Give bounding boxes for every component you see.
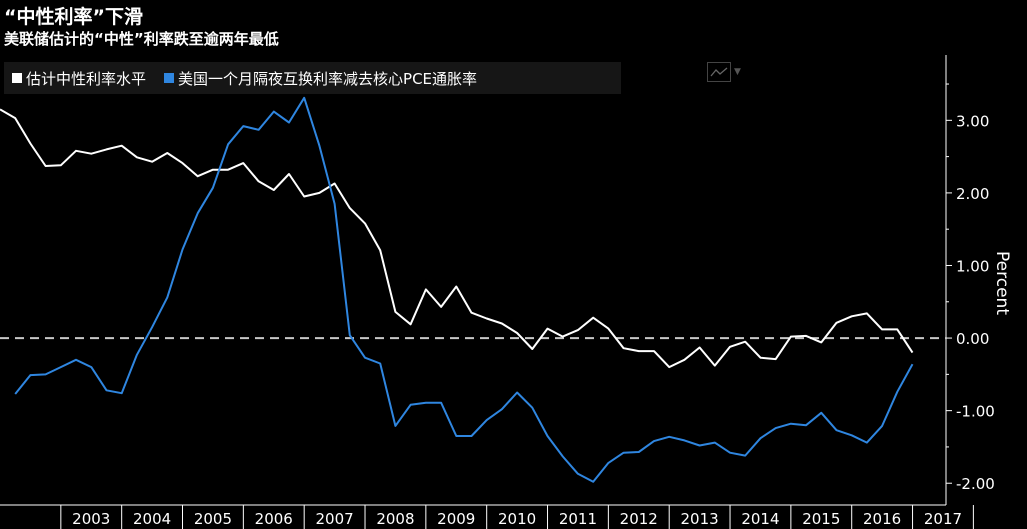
y-tick-label: 3.00 — [956, 112, 989, 130]
legend-swatch-neutral-rate — [12, 73, 22, 83]
x-tick-label: 2010 — [498, 510, 536, 528]
x-tick-label: 2011 — [559, 510, 597, 528]
x-tick-label: 2016 — [863, 510, 901, 528]
legend-label-ois-minus-pce: 美国一个月隔夜互换利率减去核心PCE通胀率 — [178, 69, 478, 88]
legend-item-ois-minus-pce: 美国一个月隔夜互换利率减去核心PCE通胀率 — [164, 68, 477, 89]
x-tick-label: 2013 — [681, 510, 719, 528]
x-tick-label: 2008 — [376, 510, 414, 528]
x-tick-label: 2009 — [437, 510, 475, 528]
y-tick-label: -1.00 — [956, 403, 995, 421]
x-tick-label: 2007 — [316, 510, 354, 528]
x-tick-label: 2003 — [72, 510, 110, 528]
x-tick-label: 2006 — [255, 510, 293, 528]
legend-item-neutral-rate: 估计中性利率水平 — [12, 68, 146, 89]
series-line-ois-minus-pce — [14, 96, 914, 483]
chart-title: “中性利率”下滑 — [4, 6, 143, 28]
x-tick-label: 2004 — [133, 510, 171, 528]
chart-legend: 估计中性利率水平 美国一个月隔夜互换利率减去核心PCE通胀率 — [4, 62, 621, 94]
legend-swatch-ois-minus-pce — [164, 73, 175, 83]
chart-type-button[interactable]: ▼ — [707, 59, 749, 85]
legend-label-neutral-rate: 估计中性利率水平 — [26, 69, 147, 88]
x-tick-label: 2015 — [802, 510, 840, 528]
y-tick-label: 1.00 — [956, 257, 989, 275]
chevron-down-icon: ▼ — [734, 67, 741, 77]
x-tick-label: 2012 — [620, 510, 658, 528]
line-chart-icon — [707, 62, 731, 82]
x-tick-label: 2005 — [194, 510, 232, 528]
series-line-neutral-rate — [0, 108, 914, 369]
chart-subtitle: 美联储估计的“中性”利率跌至逾两年最低 — [4, 30, 279, 48]
x-tick-label: 2017 — [924, 510, 962, 528]
y-tick-label: 0.00 — [956, 330, 989, 348]
y-tick-label: 2.00 — [956, 185, 989, 203]
x-tick-label: 2014 — [741, 510, 779, 528]
y-tick-label: -2.00 — [956, 475, 995, 493]
